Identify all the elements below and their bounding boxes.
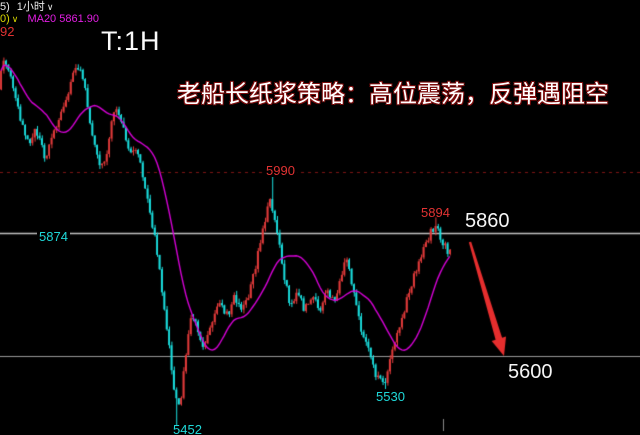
timeframe-selector[interactable]: 1小时 ∨ [17, 1, 54, 13]
price-label: 5860 [465, 210, 510, 232]
chevron-down-icon: ∨ [46, 2, 54, 12]
strategy-headline: 老船长纸浆策略：高位震荡，反弹遇阻空 [177, 81, 609, 108]
price-label: 5894 [421, 205, 450, 220]
indicator-selector[interactable]: 0) ∨ [0, 13, 18, 25]
price-fragment: 92 [0, 24, 15, 39]
price-label: 5530 [376, 389, 405, 404]
price-label: 5990 [264, 163, 297, 178]
legend-row-1: 5) 1小时 ∨ [0, 1, 54, 13]
chevron-down-icon: ∨ [11, 14, 19, 24]
legend-row-2: 0) ∨ MA20 5861.90 [0, 13, 99, 25]
ma20-readout: MA20 5861.90 [27, 13, 99, 25]
price-label: 5600 [508, 361, 553, 383]
timeframe-label: 1小时 [16, 1, 45, 13]
price-label: 5452 [173, 422, 202, 435]
timeframe-annotation: T:1H [101, 26, 161, 56]
contract-label: 5) [0, 1, 10, 13]
legend-row-3: 92 [0, 24, 15, 39]
price-label: 5874 [37, 229, 70, 244]
indicator-prefix-label: 0) [0, 13, 10, 25]
